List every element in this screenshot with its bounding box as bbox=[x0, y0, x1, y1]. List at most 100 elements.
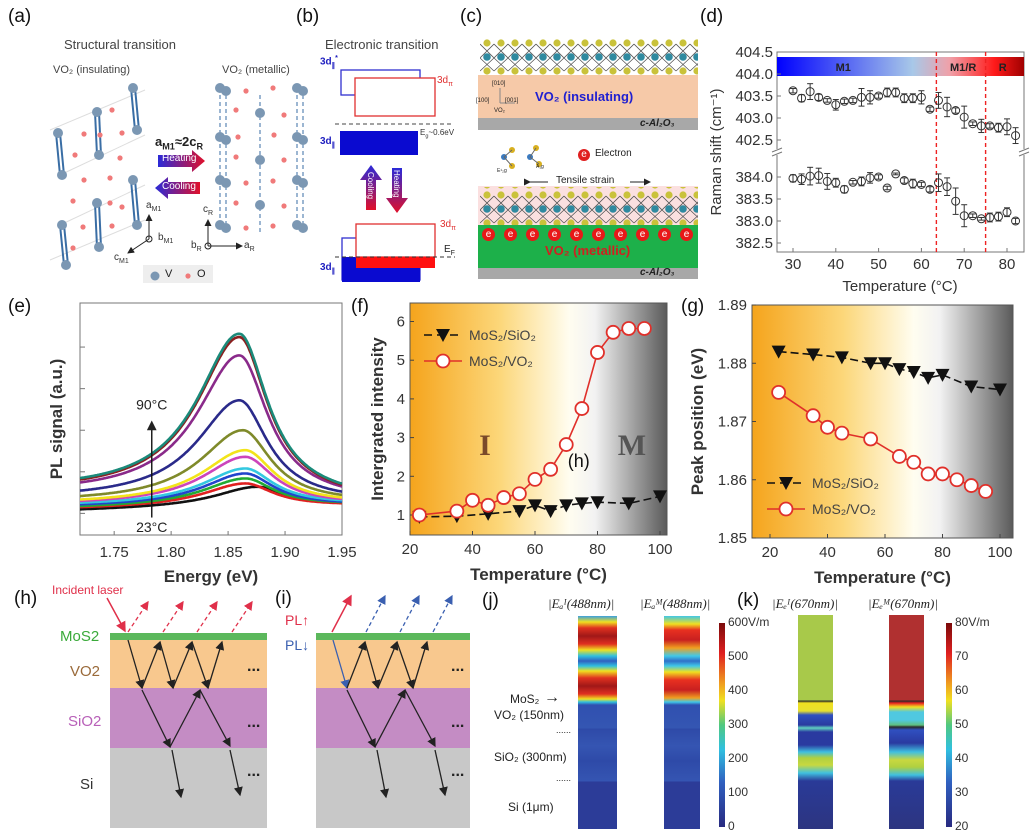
t: 3d bbox=[320, 262, 332, 273]
data-point bbox=[822, 176, 832, 186]
vo2-layer bbox=[316, 640, 470, 688]
v-atom bbox=[57, 170, 67, 180]
chart-g-peak-position: 20 40 60 80 100 1.85 1.86 1.87 1.88 1.89 Temperatu… bbox=[688, 297, 1014, 587]
substrate-bottom bbox=[478, 268, 698, 279]
electron-legend-label: Electron bbox=[595, 148, 632, 159]
heating-arrow-icon bbox=[158, 150, 205, 172]
colorbar-tick-label: 500 bbox=[728, 649, 749, 663]
data-point bbox=[848, 95, 858, 105]
layer-label-sio2: SiO2 bbox=[68, 713, 102, 730]
axis-break-mark bbox=[1018, 151, 1030, 157]
data-point bbox=[771, 345, 786, 359]
x-tick-label: 1.95 bbox=[327, 544, 356, 561]
panel-label-h: (h) bbox=[14, 588, 38, 609]
dots: ... bbox=[247, 658, 261, 675]
t: ~0.6eV bbox=[428, 128, 455, 137]
y-tick-label: 2 bbox=[397, 468, 405, 485]
data-point bbox=[512, 505, 527, 519]
data-point bbox=[882, 87, 892, 97]
axis-c-m1: cM1 bbox=[114, 252, 129, 265]
light-path-arrow bbox=[191, 641, 210, 690]
data-point bbox=[822, 95, 832, 105]
heating-label-b: Heating bbox=[392, 170, 401, 198]
data-point bbox=[993, 212, 1003, 222]
v-v-bond bbox=[94, 111, 98, 156]
structural-transition-title: Structural transition bbox=[64, 37, 176, 52]
axis-out-of-plane-icon bbox=[145, 235, 153, 243]
light-path-arrow bbox=[172, 640, 194, 689]
mos2-layer-top bbox=[480, 38, 698, 75]
annotation-h: (h) bbox=[568, 451, 590, 471]
x-tick-label: 100 bbox=[987, 544, 1012, 561]
panel-h-i-optical-paths bbox=[106, 594, 470, 828]
data-point bbox=[959, 211, 969, 221]
data-point bbox=[543, 461, 559, 477]
pl-spectrum-line bbox=[79, 455, 343, 503]
pl-spectrum-line bbox=[80, 482, 343, 509]
pl-spectrum-line bbox=[79, 428, 343, 498]
mos2-layer bbox=[316, 633, 470, 640]
v-atom bbox=[128, 83, 138, 93]
x-tick-label: 80 bbox=[934, 544, 951, 561]
x-tick-label: 20 bbox=[762, 544, 779, 561]
data-point bbox=[1002, 207, 1012, 217]
y-tick-label: 403.5 bbox=[735, 88, 773, 105]
label-3d-par-bottom: 3d∥ bbox=[320, 262, 335, 275]
light-path-arrow bbox=[141, 689, 171, 749]
axis-vo2: VO₂ bbox=[494, 108, 505, 114]
o-atom bbox=[233, 107, 239, 113]
v-v-bond bbox=[55, 132, 61, 176]
layer-label-vo2-j: VO₂ (150nm) bbox=[494, 708, 565, 722]
phonon-mode-icon bbox=[501, 145, 542, 169]
t: 3d bbox=[320, 56, 332, 68]
t: E bbox=[420, 128, 426, 137]
x-axis-label: Temperature (°C) bbox=[842, 278, 957, 295]
vo2-metallic-label: VO₂ (metallic) bbox=[222, 64, 290, 76]
x-tick-label: 1.75 bbox=[100, 544, 129, 561]
v-v-bond bbox=[59, 224, 65, 266]
o-atom bbox=[270, 85, 276, 91]
substrate-label-bottom: c-Al₂O₃ bbox=[640, 267, 675, 278]
electron-icon: e bbox=[658, 228, 671, 241]
data-point bbox=[968, 119, 978, 129]
data-point bbox=[863, 431, 879, 447]
data-point bbox=[891, 87, 901, 97]
data-point bbox=[558, 437, 574, 452]
v-atom bbox=[298, 86, 308, 96]
data-point bbox=[771, 384, 787, 400]
layer-separator: ...... bbox=[556, 725, 572, 735]
panel-label-d: (d) bbox=[700, 6, 724, 27]
axis-b-m1: bM1 bbox=[158, 232, 173, 245]
axis-010: [010] bbox=[492, 81, 506, 87]
axis-label: a bbox=[146, 200, 152, 211]
dots: ... bbox=[451, 658, 465, 675]
electron-icon: e bbox=[636, 228, 649, 241]
data-point bbox=[574, 497, 589, 511]
t: g bbox=[425, 133, 429, 140]
data-point bbox=[916, 179, 926, 189]
vo2-layer bbox=[110, 640, 267, 688]
data-point bbox=[951, 196, 961, 206]
phase-label: M1/R bbox=[950, 62, 976, 74]
data-point bbox=[839, 184, 849, 194]
colorbar-k bbox=[946, 623, 952, 827]
panel-c-heterostructure bbox=[478, 38, 698, 279]
axis-label: b bbox=[158, 232, 164, 243]
data-point bbox=[906, 365, 921, 379]
legend-label: MoS₂/VO₂ bbox=[812, 501, 876, 517]
data-point bbox=[449, 503, 465, 519]
data-point bbox=[511, 486, 527, 502]
data-point bbox=[1002, 122, 1012, 132]
panel-label-e: (e) bbox=[8, 296, 32, 317]
label-3d-pi-top: 3dπ bbox=[437, 75, 453, 88]
light-path-arrow bbox=[404, 689, 436, 748]
annotation-90c: 90°C bbox=[136, 396, 167, 412]
axis-sub: M1 bbox=[163, 238, 174, 245]
data-point bbox=[934, 178, 944, 188]
x-axis-label: Temperature (°C) bbox=[470, 565, 607, 584]
colorbar-tick-label: 40 bbox=[955, 751, 969, 765]
o-atom bbox=[109, 107, 115, 113]
x-tick-label: 70 bbox=[956, 256, 973, 273]
v-atom bbox=[128, 175, 138, 185]
